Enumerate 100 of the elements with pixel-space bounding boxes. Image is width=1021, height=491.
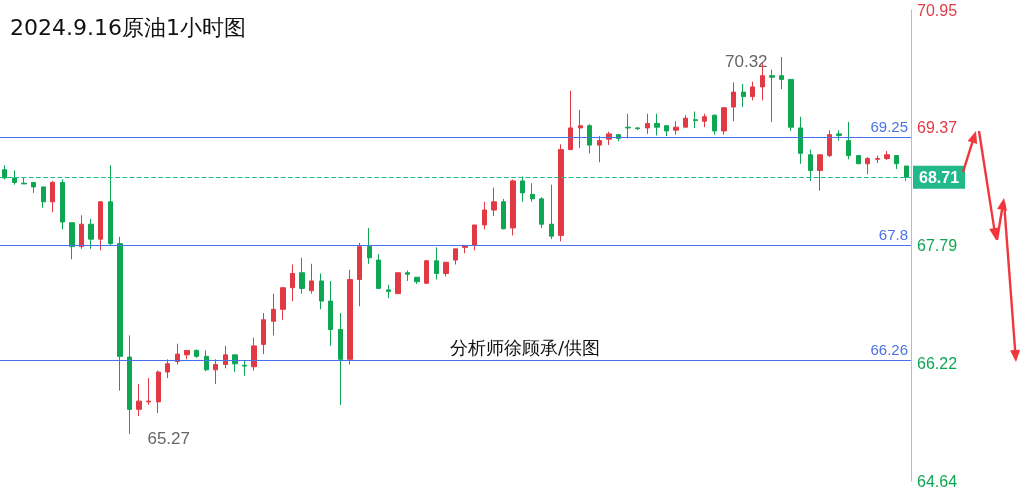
candlestick [530, 182, 535, 203]
candlestick [836, 129, 842, 142]
candlestick [405, 270, 410, 282]
candlestick [165, 358, 170, 379]
candlestick [578, 109, 583, 149]
chart-title: 2024.9.16原油1小时图 [10, 14, 246, 40]
candlestick [79, 214, 84, 250]
candlestick [779, 56, 784, 90]
candlestick [280, 287, 286, 321]
candlestick [693, 111, 698, 129]
candlestick [2, 164, 7, 180]
candlestick [817, 154, 823, 192]
candlestick [127, 334, 132, 435]
candlestick [683, 114, 688, 128]
candlestick [750, 81, 755, 101]
candlestick [146, 377, 151, 406]
candlestick [357, 242, 362, 307]
candlestick [424, 259, 429, 285]
candlestick [721, 106, 727, 136]
candlestick [319, 272, 324, 310]
candlestick [223, 345, 228, 369]
candlestick [808, 149, 813, 182]
candlestick [271, 293, 276, 336]
candlestick [98, 200, 103, 251]
candlestick [654, 113, 660, 136]
candlestick [338, 312, 343, 406]
candlestick [213, 358, 218, 385]
y-tick-label: 69.37 [917, 119, 958, 137]
candlestick [175, 343, 180, 366]
annotation: 70.32 [725, 51, 768, 71]
candlestick [884, 150, 890, 161]
candlestick [875, 155, 880, 164]
candlestick [731, 81, 736, 122]
candlestick [501, 198, 506, 230]
candlestick [204, 349, 209, 372]
annotation: 分析师徐顾承/供图 [450, 336, 601, 358]
candlestick [41, 186, 46, 209]
candlestick [117, 236, 123, 392]
candlestick [136, 383, 142, 417]
candlestick [510, 178, 516, 236]
candlestick [261, 312, 266, 355]
candlestick [21, 176, 27, 185]
ref-line-label: 67.8 [878, 226, 908, 244]
candlestick [156, 370, 161, 414]
candlestick [549, 184, 554, 240]
candlestick [376, 253, 381, 289]
candlestick [242, 360, 247, 377]
candlestick [597, 135, 602, 163]
y-tick-label: 66.22 [917, 354, 958, 372]
candlestick [769, 69, 775, 123]
candlestick [491, 187, 497, 217]
candlestick [827, 129, 832, 158]
candlestick [184, 349, 190, 360]
candlestick [472, 224, 477, 251]
candlestick [539, 196, 544, 229]
candlestick [434, 246, 439, 280]
candlestick [309, 263, 314, 295]
candlestick [50, 180, 55, 213]
candlestick [788, 78, 794, 132]
candlestick [865, 156, 870, 175]
candlestick [587, 123, 592, 154]
candlestick [108, 164, 113, 246]
candlestick [194, 349, 199, 359]
candlestick [12, 169, 17, 186]
candlestick [386, 284, 391, 299]
candlestick [414, 276, 420, 285]
candlestick [702, 113, 707, 128]
candlestick [88, 218, 94, 250]
candlestick [558, 143, 564, 242]
candlestick [856, 155, 861, 165]
candlestick [846, 121, 851, 160]
ref-line-label: 69.25 [870, 117, 908, 135]
candlestick [462, 245, 468, 254]
candlestick [31, 181, 36, 194]
y-tick-label: 64.64 [917, 472, 958, 490]
candlestick [520, 175, 525, 203]
candlestick [328, 280, 333, 347]
candlestick [251, 337, 257, 372]
candlestick [60, 178, 65, 230]
ref-line-label: 66.26 [870, 341, 908, 359]
candlestick [712, 114, 717, 136]
candlestick [635, 126, 640, 131]
y-tick-label: 70.95 [917, 1, 958, 19]
candlestick [232, 354, 238, 373]
candlestick [482, 201, 487, 230]
candlestick [367, 227, 372, 265]
candlestick [741, 83, 746, 108]
candlestick [453, 248, 458, 266]
y-tick-label: 67.79 [917, 237, 958, 255]
candlestick [798, 116, 803, 165]
candlestick [904, 165, 909, 182]
candlestick [395, 272, 401, 295]
ref-line-label: 68.71 [919, 168, 960, 186]
candlestick [568, 90, 573, 151]
candlestick [645, 113, 650, 135]
candlestick [69, 222, 75, 260]
candlestick [290, 264, 295, 302]
candlestick [299, 257, 305, 295]
candlestick [347, 269, 353, 366]
candlestick [625, 113, 631, 139]
